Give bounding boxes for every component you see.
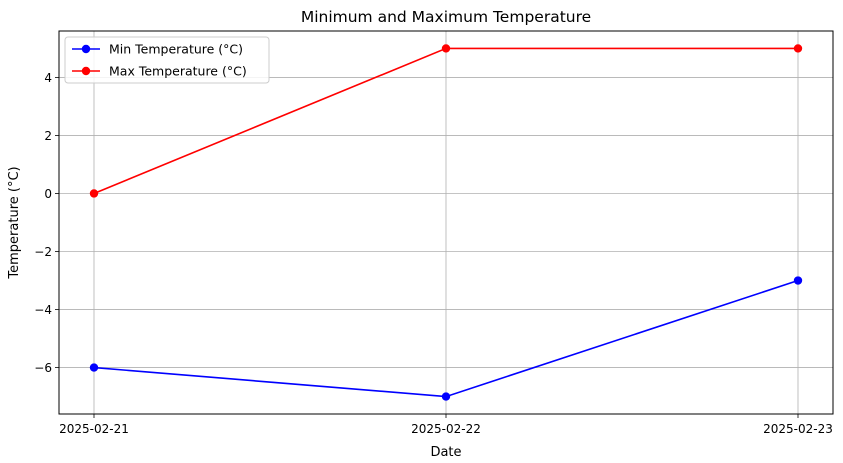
- data-point: [89, 363, 99, 372]
- legend-label: Min Temperature (°C): [109, 42, 243, 57]
- legend: Min Temperature (°C) Max Temperature (°C): [64, 36, 270, 84]
- x-axis-label: Date: [430, 445, 461, 460]
- y-tick-label: 2: [44, 129, 52, 143]
- data-point: [441, 392, 451, 401]
- y-tick-label: 4: [44, 71, 52, 85]
- y-tick-label: 0: [44, 187, 52, 201]
- legend-marker: [81, 44, 91, 54]
- axis-ticks: 2025-02-21 2025-02-22 2025-02-23 −6 −4 −2 0 2 4: [34, 71, 833, 436]
- y-tick-label: −6: [34, 361, 52, 375]
- x-tick-label: 2025-02-23: [763, 422, 833, 436]
- data-point: [89, 189, 99, 198]
- legend-box: [64, 36, 270, 84]
- legend-marker: [81, 66, 91, 76]
- y-tick-label: −4: [34, 303, 52, 317]
- y-axis-label: Temperature (°C): [7, 166, 22, 279]
- x-tick-label: 2025-02-22: [411, 422, 481, 436]
- data-point: [441, 44, 451, 53]
- x-tick-label: 2025-02-21: [59, 422, 129, 436]
- data-point: [793, 44, 803, 53]
- legend-label: Max Temperature (°C): [109, 64, 247, 79]
- data-point: [793, 276, 803, 285]
- series-group: [89, 44, 803, 401]
- y-tick-label: −2: [34, 245, 52, 259]
- chart-title: Minimum and Maximum Temperature: [301, 8, 591, 26]
